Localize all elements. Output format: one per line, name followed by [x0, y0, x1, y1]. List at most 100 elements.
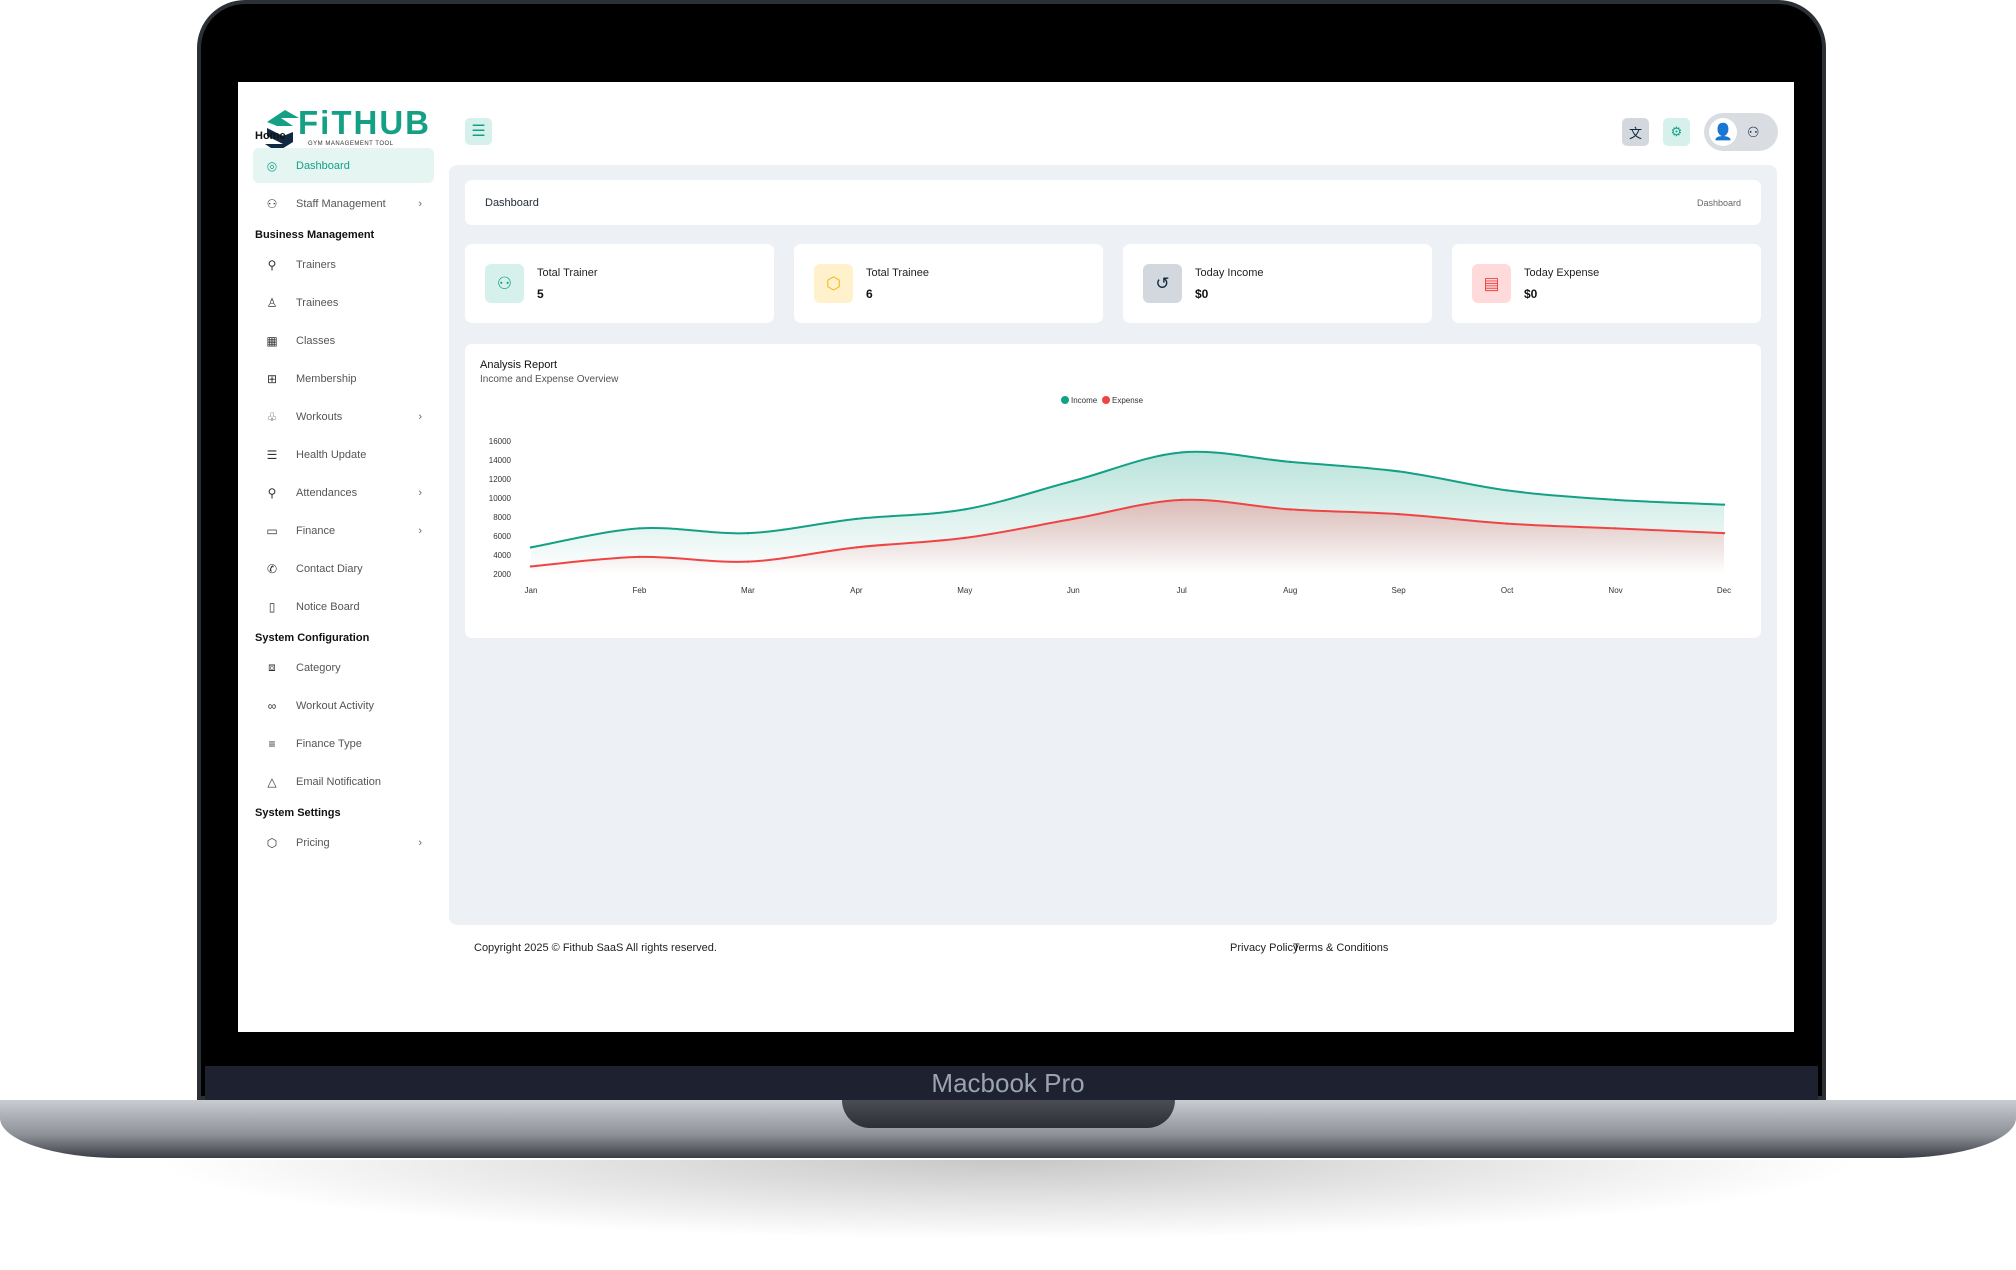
stat-value: $0 — [1524, 286, 1538, 301]
legend-label[interactable]: Income — [1071, 396, 1098, 405]
user-check-icon: ⚲ — [267, 485, 277, 500]
y-tick-label: 2000 — [493, 570, 511, 579]
sidebar-item-finance[interactable]: ▭ Finance › — [253, 513, 434, 548]
legend-label[interactable]: Expense — [1112, 396, 1144, 405]
income-point[interactable] — [855, 517, 858, 521]
calendar-icon: ▦ — [266, 333, 278, 348]
sidebar-item-staff-management[interactable]: ⚇ Staff Management › — [253, 186, 434, 221]
stat-value: 5 — [537, 286, 544, 301]
avatar: 👤 — [1709, 118, 1737, 146]
income-expense-chart: 2000 4000 6000 8000 10000 12000 14000 16000 Jan F… — [489, 396, 1731, 595]
x-tick-label: Dec — [1717, 586, 1731, 595]
sidebar-item-label: Attendances — [296, 486, 358, 499]
card-icon: ▤ — [1472, 264, 1511, 303]
sidebar-item-email-notification[interactable]: △ Email Notification — [253, 764, 434, 799]
sidebar-item-membership[interactable]: ⊞ Membership — [253, 361, 434, 396]
laptop-notch — [842, 1100, 1175, 1128]
income-point[interactable] — [638, 527, 641, 530]
income-point[interactable] — [1288, 460, 1292, 464]
sidebar-item-workout-activity[interactable]: ∞ Workout Activity — [253, 688, 434, 723]
breadcrumb-trail[interactable]: Dashboard — [1696, 197, 1741, 208]
translate-icon: 文 — [1628, 125, 1642, 141]
translate-button[interactable]: 文 — [1622, 118, 1649, 146]
sidebar-item-trainees[interactable]: ♙ Trainees — [253, 285, 434, 320]
expense-point[interactable] — [1397, 512, 1400, 516]
expense-point[interactable] — [855, 546, 858, 549]
box-icon: ⬡ — [814, 264, 853, 303]
sidebar-item-label: Membership — [296, 372, 357, 385]
expense-point[interactable] — [1614, 527, 1617, 530]
settings-icon: ⚙ — [1670, 124, 1683, 139]
sidebar-item-label: Workouts — [296, 410, 343, 423]
income-line — [530, 450, 1725, 549]
expense-line — [530, 498, 1725, 568]
sidebar-item-workouts[interactable]: ♧ Workouts › — [253, 399, 434, 434]
sidebar-item-pricing[interactable]: ⬡ Pricing › — [253, 825, 434, 860]
device-label: Macbook Pro — [931, 1068, 1085, 1098]
expense-point[interactable] — [638, 555, 641, 559]
menu-toggle-button[interactable]: ☰ — [465, 118, 492, 145]
x-tick-label: Nov — [1608, 586, 1622, 595]
chevron-right-icon: › — [418, 197, 422, 210]
x-tick-label: Apr — [850, 586, 863, 595]
expense-point[interactable] — [1180, 498, 1183, 502]
privacy-policy-link[interactable]: Privacy Policy — [1230, 942, 1299, 954]
chevron-right-icon: › — [418, 524, 422, 537]
user-check-icon: ⚇ — [1747, 123, 1760, 140]
income-point[interactable] — [529, 546, 533, 549]
brand-name: FiTHUB — [298, 104, 431, 141]
analysis-report-card: Analysis Report Income and Expense Overv… — [465, 344, 1761, 638]
sidebar-item-attendances[interactable]: ⚲ Attendances › — [253, 475, 434, 510]
activity-icon: ∞ — [267, 698, 277, 713]
terms-link[interactable]: Terms & Conditions — [1293, 942, 1389, 954]
list-icon: ≡ — [268, 736, 276, 751]
report-subtitle: Income and Expense Overview — [480, 374, 619, 385]
sidebar-item-dashboard[interactable]: ◎ Dashboard — [253, 148, 434, 183]
income-point[interactable] — [1397, 470, 1400, 473]
book-open-icon: ⧈ — [268, 660, 276, 674]
sidebar-item-contact-diary[interactable]: ✆ Contact Diary — [253, 551, 434, 586]
stat-card: ↺ Today Income $0 — [1123, 244, 1432, 323]
y-tick-label: 8000 — [493, 513, 511, 522]
income-point[interactable] — [1614, 498, 1617, 502]
profile-menu[interactable]: 👤 ⚇ — [1704, 113, 1778, 151]
expense-point[interactable] — [529, 565, 533, 568]
sidebar-item-label: Staff Management — [296, 197, 386, 210]
sidebar-item-label: Health Update — [296, 448, 367, 461]
x-tick-label: Feb — [633, 586, 647, 595]
user-icon: ♙ — [266, 295, 278, 310]
y-tick-label: 16000 — [489, 437, 512, 446]
report-title: Analysis Report — [480, 359, 558, 371]
income-point[interactable] — [1722, 503, 1726, 506]
package-icon: ⬡ — [266, 835, 278, 850]
stat-value: $0 — [1195, 286, 1209, 301]
expense-point[interactable] — [1288, 508, 1292, 511]
income-point[interactable] — [1180, 451, 1183, 454]
expense-point[interactable] — [1722, 531, 1726, 535]
sidebar-item-category[interactable]: ⧈ Category — [253, 650, 434, 685]
income-point[interactable] — [1505, 489, 1509, 492]
income-point[interactable] — [746, 531, 750, 535]
chevron-right-icon: › — [418, 410, 422, 423]
income-point[interactable] — [963, 508, 967, 511]
x-tick-label: Sep — [1392, 586, 1407, 595]
expense-point[interactable] — [746, 560, 750, 563]
expense-point[interactable] — [1072, 517, 1075, 521]
sidebar-item-health-update[interactable]: ☰ Health Update — [253, 437, 434, 472]
logo[interactable] — [263, 108, 433, 154]
gift-icon: ⊞ — [266, 371, 278, 386]
income-point[interactable] — [1072, 479, 1075, 483]
x-tick-label: Aug — [1283, 586, 1297, 595]
stat-card: ⬡ Total Trainee 6 — [794, 244, 1103, 323]
sidebar-item-finance-type[interactable]: ≡ Finance Type — [253, 726, 434, 761]
sidebar-item-classes[interactable]: ▦ Classes — [253, 323, 434, 358]
award-icon: ♧ — [266, 409, 278, 424]
expense-point[interactable] — [1505, 522, 1509, 525]
users-icon: ⚇ — [266, 196, 278, 211]
phone-icon: ✆ — [266, 561, 278, 576]
app-screen: FiTHUB GYM MANAGEMENT TOOL ☰ Home ◎ Dashbo… — [238, 82, 1794, 1032]
expense-point[interactable] — [963, 536, 967, 540]
sidebar-item-notice-board[interactable]: ▯ Notice Board — [253, 589, 434, 624]
sidebar-item-trainers[interactable]: ⚲ Trainers — [253, 247, 434, 282]
settings-button[interactable]: ⚙ — [1663, 118, 1690, 146]
